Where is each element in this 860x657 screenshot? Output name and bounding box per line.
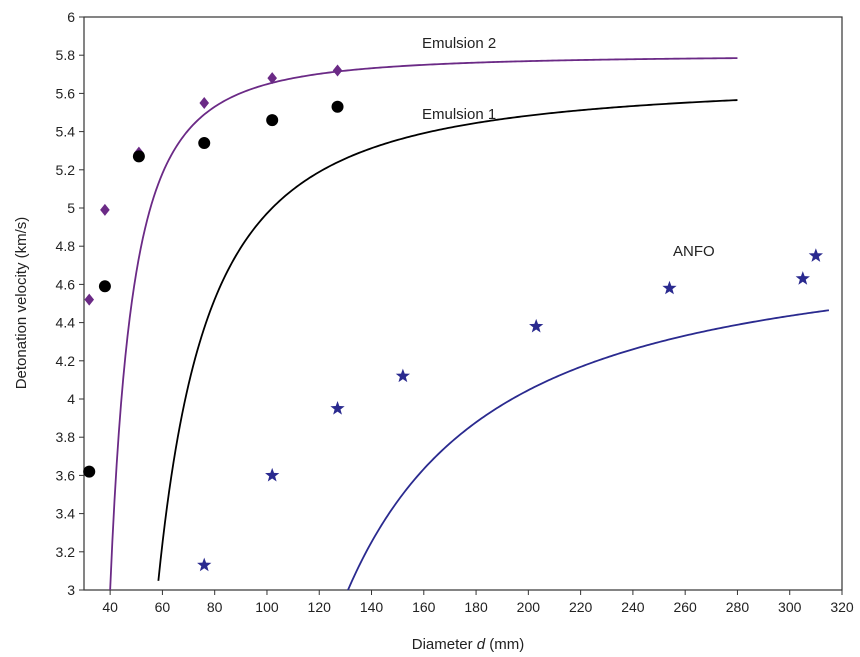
x-tick-label: 260 <box>673 599 697 615</box>
y-tick-label: 3.6 <box>56 467 76 483</box>
emulsion-2-point <box>267 72 277 85</box>
y-tick-label: 3.4 <box>56 506 76 522</box>
y-tick-label: 3.2 <box>56 544 76 560</box>
x-tick-label: 140 <box>360 599 384 615</box>
x-tick-label: 300 <box>778 599 802 615</box>
fit-curves <box>109 57 830 591</box>
anfo-point <box>197 557 212 572</box>
emulsion-1-point <box>98 280 111 293</box>
x-tick-label: 280 <box>726 599 750 615</box>
emulsion-2-point <box>84 293 95 306</box>
x-tick-label: 60 <box>155 599 171 615</box>
emulsion-1-point <box>198 137 211 150</box>
x-tick-label: 200 <box>517 599 541 615</box>
x-tick-label: 220 <box>569 599 593 615</box>
y-axis-label: Detonation velocity (km/s) <box>13 217 30 390</box>
y-tick-label: 3 <box>67 582 75 598</box>
plot-frame <box>83 16 843 591</box>
y-tick-label: 4.8 <box>56 238 76 254</box>
y-tick-label: 5.6 <box>56 85 76 101</box>
anfo-point <box>662 280 677 295</box>
y-tick-label: 4.6 <box>56 276 76 292</box>
y-tick-label: 5.2 <box>56 162 76 178</box>
y-tick-label: 3.8 <box>56 429 76 445</box>
y-tick-label: 4.2 <box>56 353 76 369</box>
x-tick-label: 320 <box>830 599 854 615</box>
y-tick-label: 6 <box>67 9 75 25</box>
x-tick-label: 180 <box>464 599 488 615</box>
x-tick-label: 120 <box>308 599 332 615</box>
x-tick-label: 100 <box>255 599 279 615</box>
anfo-point <box>395 368 411 383</box>
emulsion-1-label: Emulsion 1 <box>422 106 496 123</box>
emulsion-2-label: Emulsion 2 <box>422 35 496 52</box>
emulsion-2-fit-line <box>109 57 738 591</box>
x-axis-label: Diameter d (mm) <box>412 636 525 653</box>
emulsion-1-point <box>83 465 96 478</box>
y-tick-label: 5.8 <box>56 47 76 63</box>
anfo-point <box>529 318 544 333</box>
data-markers <box>83 64 823 572</box>
anfo-point <box>330 401 345 415</box>
y-tick-label: 4 <box>67 391 75 407</box>
anfo-point <box>795 271 810 285</box>
emulsion-1-point <box>266 114 279 127</box>
series-labels: Emulsion 2 Emulsion 1 ANFO <box>422 35 715 260</box>
emulsion-2-point <box>100 203 110 216</box>
emulsion-2-point <box>332 64 343 77</box>
emulsion-1-point <box>132 150 145 163</box>
emulsion-1-point <box>331 100 344 113</box>
emulsion-2-point <box>199 96 210 109</box>
y-tick-label: 4.4 <box>56 315 76 331</box>
y-tick-label: 5 <box>67 200 75 216</box>
y-tick-label: 5.4 <box>56 124 76 140</box>
anfo-point <box>808 248 823 262</box>
x-tick-label: 240 <box>621 599 645 615</box>
x-tick-label: 160 <box>412 599 436 615</box>
axes: 40 60 80 100 120 140 160 180 200 220 240 260 280 300 3… <box>56 9 854 615</box>
x-tick-label: 80 <box>207 599 223 615</box>
anfo-fit-line <box>347 309 830 591</box>
anfo-point <box>265 467 280 482</box>
anfo-label: ANFO <box>673 243 715 260</box>
x-tick-label: 40 <box>102 599 118 615</box>
emulsion-1-fit-line <box>157 99 738 581</box>
